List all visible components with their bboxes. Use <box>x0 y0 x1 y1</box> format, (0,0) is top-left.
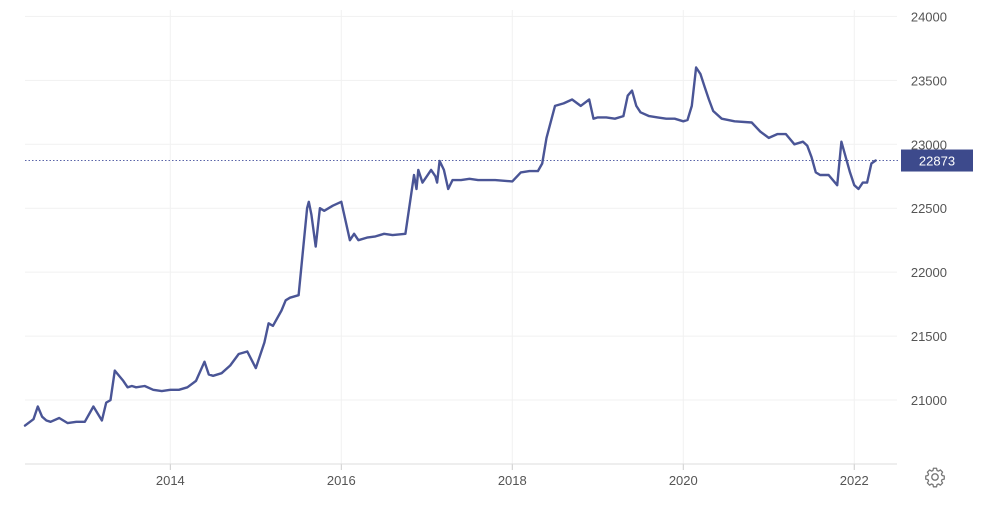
current-value-badge: 22873 <box>901 149 973 172</box>
horizontal-gridlines <box>25 15 897 401</box>
y-tick-label: 24000 <box>911 9 947 24</box>
x-tick-label: 2022 <box>840 473 869 488</box>
y-axis-tick-labels: 21000 21500 22000 22500 23000 23500 24000 <box>911 9 947 408</box>
y-tick-label: 21000 <box>911 393 947 408</box>
x-tick-label: 2018 <box>498 473 527 488</box>
y-tick-label: 21500 <box>911 329 947 344</box>
settings-gear-icon[interactable] <box>924 466 946 488</box>
x-axis-tick-labels: 2014 2016 2018 2020 2022 <box>156 473 869 488</box>
vertical-gridlines <box>169 10 855 470</box>
current-value-label: 22873 <box>919 154 955 169</box>
series-line <box>23 66 877 427</box>
x-tick-label: 2014 <box>156 473 185 488</box>
y-tick-label: 22500 <box>911 201 947 216</box>
y-tick-label: 23000 <box>911 137 947 152</box>
y-tick-label: 22000 <box>911 265 947 280</box>
x-tick-label: 2020 <box>669 473 698 488</box>
x-tick-label: 2016 <box>327 473 356 488</box>
current-value-badge-background <box>901 149 973 172</box>
y-tick-label: 23500 <box>911 73 947 88</box>
